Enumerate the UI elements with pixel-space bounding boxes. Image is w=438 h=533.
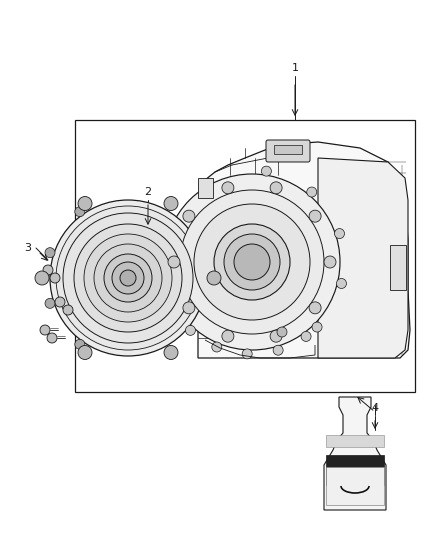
Circle shape [63, 305, 73, 315]
Circle shape [168, 256, 180, 268]
Circle shape [75, 207, 85, 216]
Bar [326, 435, 384, 447]
Circle shape [270, 182, 282, 194]
Circle shape [45, 298, 55, 308]
Circle shape [40, 325, 50, 335]
Text: 1: 1 [292, 63, 299, 73]
Circle shape [309, 210, 321, 222]
Circle shape [207, 271, 221, 285]
Circle shape [75, 340, 85, 349]
Circle shape [94, 244, 162, 312]
Circle shape [183, 302, 195, 314]
Circle shape [273, 345, 283, 355]
FancyBboxPatch shape [266, 140, 310, 162]
Text: 3: 3 [25, 243, 32, 253]
Circle shape [222, 182, 234, 194]
Circle shape [63, 213, 193, 343]
Circle shape [301, 332, 311, 342]
Circle shape [234, 244, 270, 280]
Circle shape [47, 333, 57, 343]
Bar [75, 120, 415, 392]
Circle shape [112, 262, 144, 294]
Circle shape [270, 330, 282, 342]
Circle shape [222, 330, 234, 342]
Circle shape [78, 197, 92, 211]
Circle shape [277, 327, 287, 337]
Bar [390, 245, 406, 290]
Circle shape [194, 204, 310, 320]
Circle shape [335, 229, 345, 239]
Circle shape [312, 322, 322, 332]
Circle shape [212, 342, 222, 352]
Circle shape [336, 278, 346, 288]
Circle shape [56, 206, 200, 350]
Text: 2: 2 [145, 187, 152, 197]
Circle shape [180, 190, 324, 334]
Text: 4: 4 [371, 403, 378, 413]
Circle shape [166, 301, 176, 311]
Circle shape [324, 256, 336, 268]
Circle shape [45, 248, 55, 257]
Circle shape [307, 187, 317, 197]
Circle shape [50, 200, 206, 356]
Circle shape [120, 270, 136, 286]
Circle shape [309, 302, 321, 314]
Circle shape [74, 224, 182, 332]
Circle shape [224, 234, 280, 290]
Circle shape [156, 271, 166, 281]
Circle shape [50, 273, 60, 283]
Circle shape [242, 349, 252, 359]
Circle shape [43, 265, 53, 275]
Circle shape [214, 224, 290, 300]
Circle shape [164, 197, 178, 211]
Circle shape [104, 254, 152, 302]
Bar [198, 178, 213, 198]
Circle shape [84, 234, 172, 322]
Circle shape [164, 174, 340, 350]
Bar [326, 455, 384, 485]
Circle shape [183, 210, 195, 222]
Bar [326, 467, 384, 505]
Bar [274, 145, 302, 154]
Circle shape [261, 166, 272, 176]
Circle shape [164, 345, 178, 359]
Polygon shape [324, 397, 386, 510]
Circle shape [185, 325, 195, 335]
Polygon shape [318, 158, 408, 358]
Circle shape [35, 271, 49, 285]
Circle shape [78, 345, 92, 359]
Circle shape [55, 297, 65, 307]
Polygon shape [198, 142, 410, 358]
